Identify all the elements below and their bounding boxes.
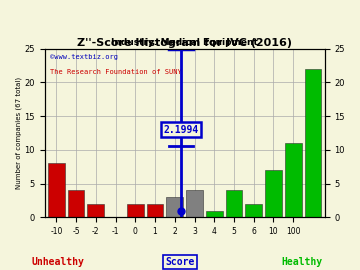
Bar (186, 190, 203, 217)
Bar (68, 190, 85, 217)
Text: 2.1994: 2.1994 (163, 125, 198, 135)
Bar (245, 204, 262, 217)
Title: Z''-Score Histogram for IVC (2016): Z''-Score Histogram for IVC (2016) (77, 38, 292, 48)
Bar (226, 190, 242, 217)
Bar (48, 163, 65, 217)
Bar (305, 69, 321, 217)
Bar (265, 170, 282, 217)
Text: Score: Score (165, 257, 195, 267)
Text: Unhealthy: Unhealthy (31, 257, 84, 267)
Bar (285, 143, 302, 217)
Text: Industry: Medical Equipment: Industry: Medical Equipment (111, 38, 258, 47)
Text: The Research Foundation of SUNY: The Research Foundation of SUNY (50, 69, 182, 75)
Bar (206, 211, 222, 217)
Bar (87, 204, 104, 217)
Bar (127, 204, 144, 217)
Bar (147, 204, 163, 217)
Text: ©www.textbiz.org: ©www.textbiz.org (50, 54, 118, 60)
Y-axis label: Number of companies (67 total): Number of companies (67 total) (15, 77, 22, 189)
Text: Healthy: Healthy (282, 257, 323, 267)
Bar (166, 197, 183, 217)
